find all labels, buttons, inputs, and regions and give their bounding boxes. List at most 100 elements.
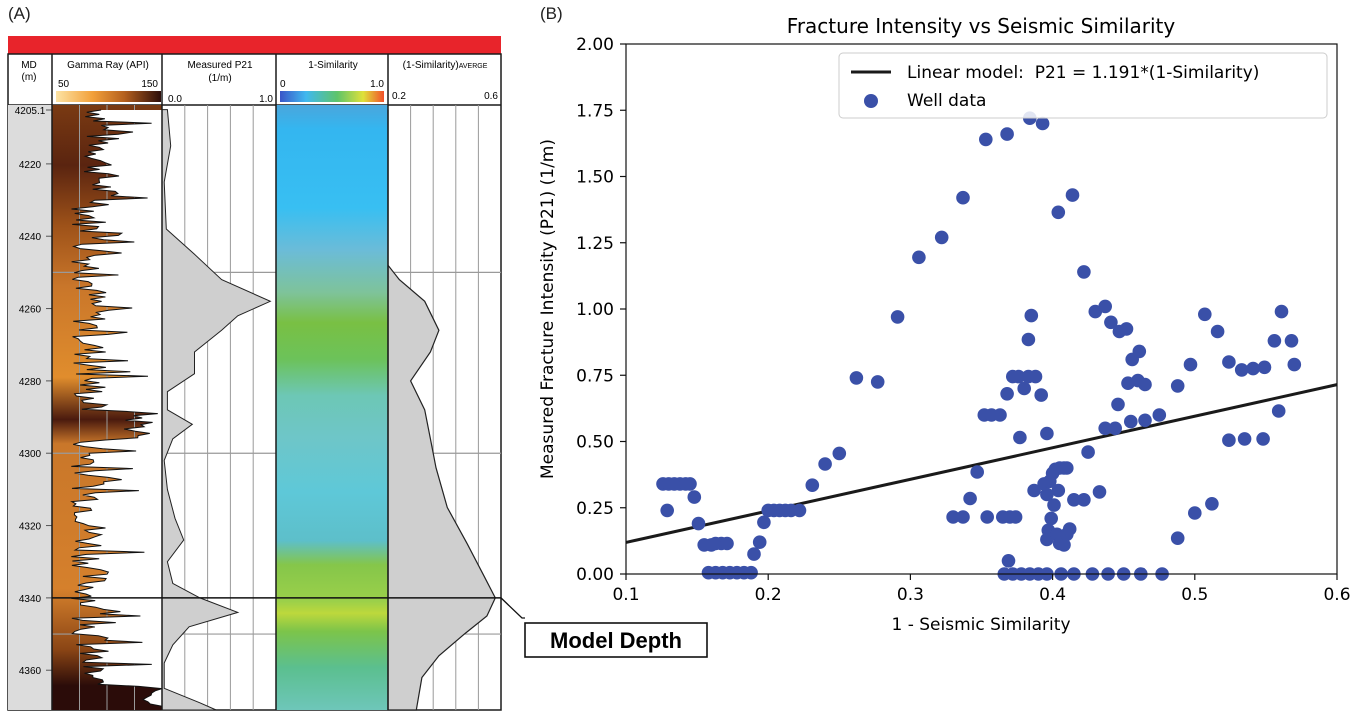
well-data-point [1210, 324, 1225, 339]
well-data-point [687, 490, 702, 504]
md-depth-labels: 4205.1 4220 4240 4260 4280 4300 4320 4340 4360 [15, 106, 52, 677]
well-data-point [1060, 461, 1074, 475]
x-tick-label: 0.6 [1323, 585, 1350, 605]
gamma-track-title: Gamma Ray (API) [67, 60, 149, 71]
well-data-point [963, 491, 977, 506]
md-depth-label: 4280 [19, 377, 42, 388]
well-data-point [805, 478, 820, 493]
well-data-point [1077, 493, 1091, 507]
well-data-point [660, 503, 674, 518]
well-data-point [1028, 369, 1043, 384]
sim-max-label: 1.0 [370, 79, 384, 90]
well-data-point [890, 310, 905, 324]
well-data-point [1257, 360, 1272, 375]
y-tick-label: 0.75 [576, 366, 614, 386]
y-axis: 0.00 0.25 0.50 0.75 1.00 1.25 1.50 1.75 2.00 [576, 35, 626, 585]
y-tick-label: 2.00 [576, 35, 614, 55]
well-data-point [747, 547, 761, 561]
well-data-point [1111, 397, 1125, 412]
md-track-unit: (m) [22, 72, 37, 83]
well-data-point [1011, 369, 1026, 384]
well-data-point [849, 371, 864, 385]
md-depth-label: 4240 [19, 232, 42, 243]
well-data-point [1246, 361, 1260, 376]
md-depth-label: 4340 [19, 594, 42, 605]
well-data-point [1051, 483, 1066, 498]
well-data-point [1057, 538, 1071, 552]
well-data-point [956, 510, 970, 524]
x-tick-label: 0.2 [755, 585, 782, 605]
track-separators [51, 54, 389, 710]
well-data-point [757, 515, 771, 530]
sim-track-title: 1-Similarity [308, 60, 357, 71]
model-depth-box [524, 622, 708, 658]
avg-track-title-main: (1-Similarity) [403, 60, 459, 71]
md-track [8, 105, 52, 710]
well-data-point [1287, 357, 1302, 372]
well-data-point [1124, 414, 1138, 429]
well-data-point [1222, 433, 1236, 448]
avg-track-title: (1-Similarity)AVERGE [403, 60, 488, 71]
well-data-point [1035, 116, 1050, 131]
p21-track-title: Measured P21 [187, 60, 252, 71]
well-data-point [1108, 421, 1122, 436]
well-data-point [792, 503, 807, 518]
gamma-min-label: 50 [58, 79, 70, 90]
well-data-point [1092, 485, 1107, 499]
well-data-point [1138, 377, 1152, 392]
gamma-colorbar [56, 91, 161, 102]
well-data-point [1152, 408, 1167, 422]
well-data-point [691, 516, 706, 531]
legend: Linear model: P21 = 1.191*(1-Similarity)… [838, 52, 1328, 119]
well-data-point [1256, 432, 1270, 446]
model-depth-label: Model Depth [550, 628, 682, 653]
p21-min-label: 0.0 [168, 94, 182, 105]
legend-box [838, 52, 1328, 119]
scatter-panel: Fracture Intensity vs Seismic Similarity… [538, 14, 1351, 635]
panel-a-label: (A) [8, 4, 31, 23]
well-data-point [1000, 387, 1014, 401]
well-data-point [1222, 355, 1236, 369]
y-tick-label: 0.25 [576, 499, 614, 519]
plot-frame [625, 43, 1338, 575]
well-data-point [1284, 334, 1299, 348]
well-data-point [1274, 304, 1289, 319]
well-data-point [1065, 188, 1080, 202]
well-data-point [1081, 445, 1095, 459]
well-data-point [1237, 432, 1252, 446]
md-depth-label: 4300 [19, 449, 42, 460]
y-tick-label: 0.00 [576, 565, 614, 585]
well-data-point [1047, 498, 1061, 512]
well-data-point [1098, 421, 1112, 436]
well-data-point [1267, 334, 1282, 348]
legend-linear-model: Linear model: P21 = 1.191*(1-Similarity) [907, 63, 1259, 83]
x-tick-label: 0.5 [1181, 585, 1208, 605]
md-depth-label: 4260 [19, 305, 42, 316]
md-depth-label: 4320 [19, 522, 42, 533]
gamma-max-label: 150 [141, 79, 158, 90]
model-depth-leader [500, 597, 525, 619]
well-data-point [993, 408, 1007, 422]
well-data-point [1067, 493, 1081, 507]
well-data-point [912, 250, 926, 265]
well-data-point [1234, 363, 1249, 377]
well-data-point [1017, 381, 1031, 396]
x-tick-label: 0.3 [897, 585, 924, 605]
md-depth-label: 4205.1 [15, 106, 46, 117]
well-data-point [870, 375, 885, 389]
y-tick-label: 0.50 [576, 433, 614, 453]
y-tick-label: 1.50 [576, 168, 614, 188]
well-data-point [1000, 127, 1014, 141]
well-data-point [1170, 379, 1185, 393]
linear-model-line [625, 383, 1338, 544]
log-header-bar [8, 36, 501, 54]
well-data-point [1198, 307, 1212, 322]
well-data-point [980, 510, 994, 524]
avg-min-label: 0.2 [392, 91, 406, 102]
well-data-point [683, 477, 697, 491]
x-tick-label: 0.4 [1039, 585, 1066, 605]
well-data-point [970, 465, 984, 479]
well-data-point [752, 535, 767, 549]
well-data-point [1119, 322, 1134, 336]
p21-max-label: 1.0 [259, 94, 273, 105]
